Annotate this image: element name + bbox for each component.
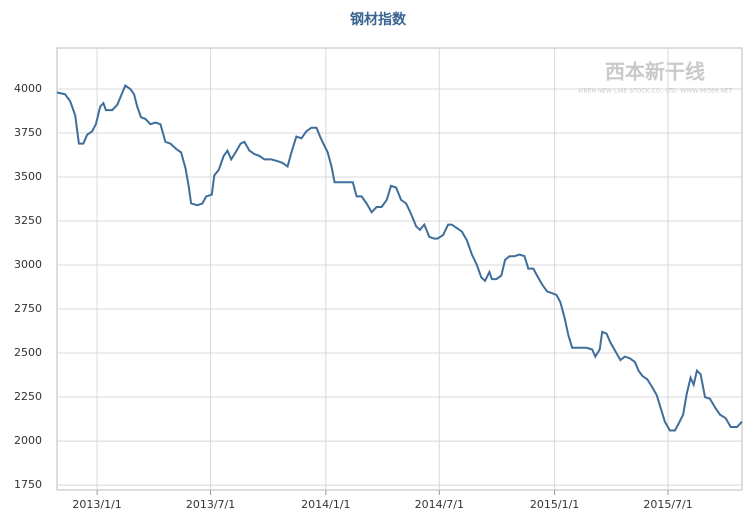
y-tick-label: 2000 bbox=[14, 434, 42, 447]
watermark-sub: XIBEN NEW LINE STOCK CO., LTD. WWW.96369… bbox=[578, 88, 733, 95]
y-tick-label: 2250 bbox=[14, 390, 42, 403]
x-tick-label: 2014/7/1 bbox=[415, 498, 464, 511]
y-tick-label: 4000 bbox=[14, 82, 42, 95]
y-tick-label: 3000 bbox=[14, 258, 42, 271]
x-tick-label: 2013/7/1 bbox=[186, 498, 235, 511]
y-tick-label: 1750 bbox=[14, 478, 42, 491]
data-line bbox=[56, 83, 743, 432]
x-tick-label: 2015/7/1 bbox=[643, 498, 692, 511]
watermark: 西本新干线 bbox=[605, 60, 705, 84]
y-tick-label: 3500 bbox=[14, 170, 42, 183]
x-tick-label: 2015/1/1 bbox=[530, 498, 579, 511]
y-tick-label: 3250 bbox=[14, 214, 42, 227]
x-tick-label: 2013/1/1 bbox=[72, 498, 121, 511]
chart-title: 钢材指数 bbox=[350, 11, 407, 28]
x-tick-label: 2014/1/1 bbox=[301, 498, 350, 511]
y-tick-label: 3750 bbox=[14, 126, 42, 139]
plot-frame bbox=[56, 47, 743, 491]
y-tick-label: 2500 bbox=[14, 346, 42, 359]
y-tick-label: 2750 bbox=[14, 302, 42, 315]
